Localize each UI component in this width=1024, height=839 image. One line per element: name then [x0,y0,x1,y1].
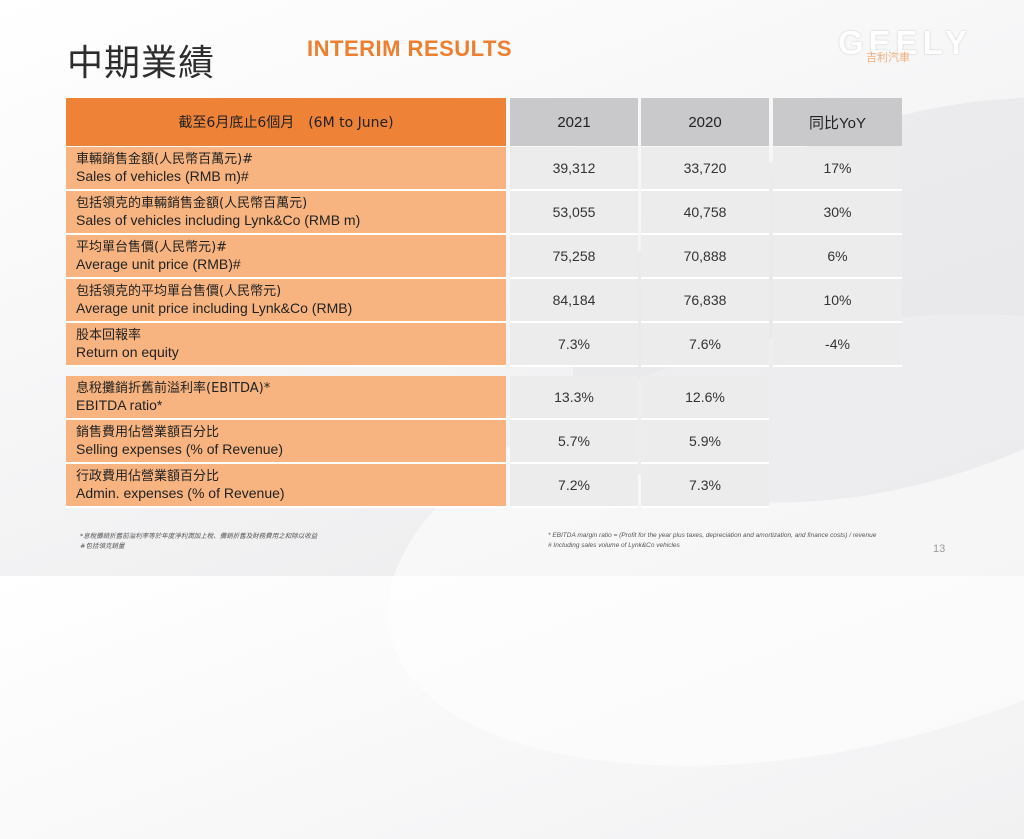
cell-value: 5.7% [558,433,590,449]
page-number: 13 [933,543,946,555]
cell-value: 6% [827,248,848,264]
footnote-line: *息稅攤銷折舊前溢利率等於年度淨利潤加上稅、攤銷折舊及財務費用之和除以收益 [80,532,318,540]
column-header-label: 同比YoY [809,114,866,132]
cell-value: 17% [823,160,852,176]
table-cell-2021: 39,312 [510,147,638,191]
cell-value: 53,055 [552,204,596,220]
table-cell-2020: 12.6% [641,376,769,420]
cell-value: 84,184 [552,292,596,308]
row-label-en: Sales of vehicles including Lynk&Co (RMB… [76,212,361,228]
row-label-en: Admin. expenses (% of Revenue) [76,485,285,501]
cell-value: -4% [825,336,850,352]
table-row-label: 行政費用佔營業額百分比 Admin. expenses (% of Revenu… [66,464,506,508]
row-label-cn: 包括領克的車輛銷售金額(人民幣百萬元) [76,196,308,211]
row-label-cn: 包括領克的平均單台售價(人民幣元) [76,284,282,299]
cell-value: 12.6% [685,389,725,405]
row-label-en: EBITDA ratio* [76,397,163,413]
row-label-en: Average unit price (RMB)# [76,256,241,272]
table-row-label: 包括領克的平均單台售價(人民幣元) Average unit price inc… [66,279,506,323]
table-cell-2020: 33,720 [641,147,769,191]
table-cell-yoy: 10% [773,279,902,323]
geely-logo-subtitle: 吉利汽車 [866,51,910,64]
table-row-label: 平均單台售價(人民幣元)# Average unit price (RMB)# [66,235,506,279]
table-cell-2021: 5.7% [510,420,638,464]
table-cell-2021: 13.3% [510,376,638,420]
table-cell-2020: 40,758 [641,191,769,235]
row-label-en: Return on equity [76,344,179,360]
slide: 中期業績 INTERIM RESULTS GEELY 吉利汽車 截至6月底止6個… [66,20,1024,580]
table-row-label: 包括領克的車輛銷售金額(人民幣百萬元) Sales of vehicles in… [66,191,506,235]
table-cell-2020: 7.6% [641,323,769,367]
cell-value: 39,312 [552,160,596,176]
row-label-cn: 股本回報率 [76,328,142,343]
cell-value: 7.2% [558,477,590,493]
column-header-2021: 2021 [510,98,638,146]
table-cell-yoy: -4% [773,323,902,367]
cell-value: 13.3% [554,389,594,405]
footnote-en: * EBITDA margin ratio = (Profit for the … [548,531,876,551]
period-header: 截至6月底止6個月 (6M to June) [66,98,506,146]
table-row-label: 車輛銷售金額(人民幣百萬元)# Sales of vehicles (RMB m… [66,147,506,191]
table-cell-yoy: 6% [773,235,902,279]
cell-value: 7.3% [558,336,590,352]
table-cell-2020: 70,888 [641,235,769,279]
row-label-cn: 車輛銷售金額(人民幣百萬元)# [76,152,254,167]
cell-value: 5.9% [689,433,721,449]
table-cell-2021: 53,055 [510,191,638,235]
row-label-en: Sales of vehicles (RMB m)# [76,168,249,184]
column-header-2020: 2020 [641,98,769,146]
table-cell-yoy: 17% [773,147,902,191]
footnote-line: #包括領克銷量 [80,542,125,550]
column-header-label: 2021 [557,113,591,131]
page-title-cn: 中期業績 [67,43,216,84]
row-label-cn: 銷售費用佔營業額百分比 [76,425,220,440]
footnote-cn: *息稅攤銷折舊前溢利率等於年度淨利潤加上稅、攤銷折舊及財務費用之和除以收益 #包… [80,531,317,551]
cell-value: 40,758 [683,204,727,220]
row-label-en: Selling expenses (% of Revenue) [76,441,284,457]
cell-value: 76,838 [683,292,727,308]
cell-value: 7.3% [689,477,721,493]
footnote-line: * EBITDA margin ratio = (Profit for the … [548,532,877,539]
row-label-cn: 平均單台售價(人民幣元)# [76,240,228,255]
table-cell-2020: 7.3% [641,464,769,508]
cell-value: 7.6% [689,336,721,352]
period-header-label: 截至6月底止6個月 (6M to June) [178,115,394,131]
cell-value: 33,720 [683,160,727,176]
table-cell-2021: 75,258 [510,235,638,279]
row-label-en: Average unit price including Lynk&Co (RM… [76,300,353,316]
table-cell-2021: 7.3% [510,323,638,367]
column-header-label: 2020 [688,113,722,131]
table-cell-2020: 5.9% [641,420,769,464]
cell-value: 70,888 [683,248,727,264]
cell-value: 30% [823,204,852,220]
table-cell-yoy: 30% [773,191,902,235]
table-row-label: 銷售費用佔營業額百分比 Selling expenses (% of Reven… [66,420,506,464]
table-cell-2021: 7.2% [510,464,638,508]
footnote-line: # Including sales volume of Lynk&Co vehi… [548,542,680,549]
cell-value: 10% [823,292,852,308]
page-title-en: INTERIM RESULTS [307,36,513,61]
cell-value: 75,258 [552,248,596,264]
table-row-label: 股本回報率 Return on equity [66,323,506,367]
row-label-cn: 行政費用佔營業額百分比 [76,469,220,484]
row-label-cn: 息稅攤銷折舊前溢利率(EBITDA)* [76,381,271,396]
column-header-yoy: 同比YoY [773,98,902,146]
geely-logo: GEELY [838,24,972,61]
table-cell-2021: 84,184 [510,279,638,323]
table-cell-2020: 76,838 [641,279,769,323]
table-row-label: 息稅攤銷折舊前溢利率(EBITDA)* EBITDA ratio* [66,376,506,420]
